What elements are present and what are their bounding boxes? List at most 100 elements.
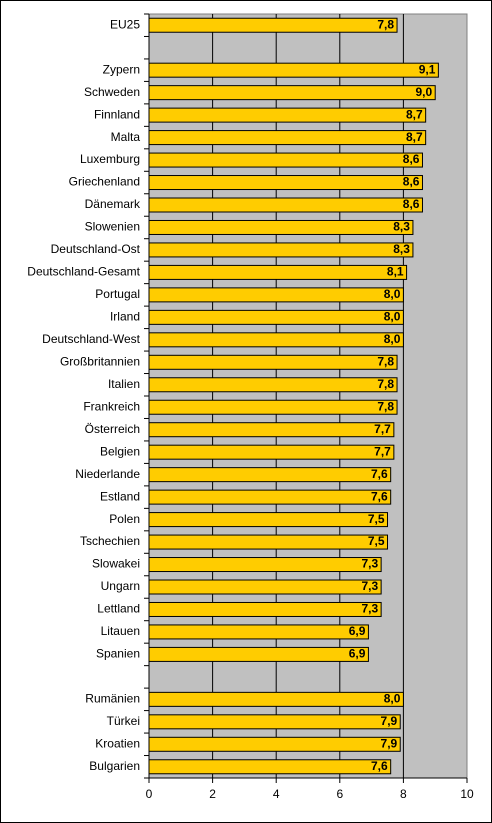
bar bbox=[148, 17, 398, 33]
y-tick-label: Malta bbox=[111, 130, 141, 144]
value-label: 9,1 bbox=[419, 62, 436, 76]
value-label: 7,3 bbox=[361, 579, 378, 593]
bar bbox=[148, 62, 439, 78]
y-tick-label: Schweden bbox=[84, 85, 140, 99]
bar bbox=[148, 691, 404, 707]
value-label: 7,8 bbox=[377, 17, 394, 31]
bar bbox=[148, 219, 414, 235]
value-label: 8,1 bbox=[387, 265, 404, 279]
bar bbox=[148, 512, 388, 528]
y-tick-label: Litauen bbox=[101, 624, 140, 638]
bar bbox=[148, 287, 404, 303]
x-tick-label: 4 bbox=[273, 787, 280, 801]
bar bbox=[148, 467, 392, 483]
value-label: 7,8 bbox=[377, 399, 394, 413]
y-tick-label: Polen bbox=[109, 512, 140, 526]
bar bbox=[148, 152, 423, 168]
bar bbox=[148, 579, 382, 595]
bar bbox=[148, 624, 369, 640]
bar bbox=[148, 377, 398, 393]
bar bbox=[148, 242, 414, 258]
value-label: 7,6 bbox=[371, 759, 388, 773]
y-tick-label: Bulgarien bbox=[89, 759, 140, 773]
bar bbox=[148, 354, 398, 370]
x-tick-label: 2 bbox=[209, 787, 216, 801]
value-label: 7,6 bbox=[371, 489, 388, 503]
value-label: 8,6 bbox=[403, 197, 420, 211]
bar bbox=[148, 489, 392, 505]
y-tick-label: Lettland bbox=[97, 602, 140, 616]
y-tick-label: Zypern bbox=[103, 62, 140, 76]
value-label: 8,3 bbox=[393, 220, 410, 234]
value-label: 6,9 bbox=[349, 624, 366, 638]
x-tick-label: 8 bbox=[400, 787, 407, 801]
bar bbox=[148, 736, 401, 752]
x-tick-label: 10 bbox=[460, 787, 474, 801]
y-tick-label: Deutschland-West bbox=[42, 332, 140, 346]
value-label: 7,8 bbox=[377, 354, 394, 368]
bar bbox=[148, 601, 382, 617]
y-tick-label: Großbritannien bbox=[60, 354, 140, 368]
plot-area bbox=[148, 13, 468, 779]
bar bbox=[148, 714, 401, 730]
y-tick-label: Luxemburg bbox=[80, 152, 140, 166]
value-label: 8,6 bbox=[403, 175, 420, 189]
value-label: 8,7 bbox=[406, 130, 423, 144]
bar bbox=[148, 264, 408, 280]
value-label: 7,7 bbox=[374, 422, 391, 436]
bar bbox=[148, 130, 427, 146]
bar bbox=[148, 557, 382, 573]
bar bbox=[148, 422, 395, 438]
value-label: 7,7 bbox=[374, 444, 391, 458]
y-tick-label: Ungarn bbox=[101, 579, 140, 593]
y-tick-label: Slowakei bbox=[92, 557, 140, 571]
bar bbox=[148, 175, 423, 191]
y-tick-label: Irland bbox=[110, 310, 140, 324]
y-tick-label: Spanien bbox=[96, 647, 140, 661]
y-tick-label: Belgien bbox=[100, 444, 140, 458]
y-tick-label: Finnland bbox=[94, 107, 140, 121]
y-tick-label: EU25 bbox=[110, 17, 140, 31]
bar bbox=[148, 85, 436, 101]
bar bbox=[148, 309, 404, 325]
value-label: 7,9 bbox=[381, 736, 398, 750]
value-label: 6,9 bbox=[349, 647, 366, 661]
bar bbox=[148, 399, 398, 415]
y-tick-label: Deutschland-Gesamt bbox=[27, 265, 140, 279]
value-label: 7,5 bbox=[368, 534, 385, 548]
value-label: 8,0 bbox=[384, 310, 401, 324]
bar bbox=[148, 197, 423, 213]
value-label: 8,3 bbox=[393, 242, 410, 256]
bar bbox=[148, 107, 427, 123]
y-tick-label: Türkei bbox=[107, 714, 140, 728]
y-tick-label: Estland bbox=[100, 489, 140, 503]
value-label: 8,0 bbox=[384, 287, 401, 301]
y-tick-label: Kroatien bbox=[95, 736, 140, 750]
bar bbox=[148, 646, 369, 662]
y-tick-label: Dänemark bbox=[85, 197, 141, 211]
value-label: 8,0 bbox=[384, 692, 401, 706]
value-label: 9,0 bbox=[416, 85, 433, 99]
x-tick-label: 0 bbox=[146, 787, 153, 801]
y-tick-label: Italien bbox=[108, 377, 140, 391]
value-label: 7,9 bbox=[381, 714, 398, 728]
y-tick-label: Niederlande bbox=[75, 467, 140, 481]
bar bbox=[148, 534, 388, 550]
y-tick-label: Portugal bbox=[95, 287, 140, 301]
value-label: 8,0 bbox=[384, 332, 401, 346]
x-tick-label: 6 bbox=[336, 787, 343, 801]
y-tick-label: Tschechien bbox=[80, 534, 140, 548]
value-label: 7,6 bbox=[371, 467, 388, 481]
y-tick-label: Griechenland bbox=[69, 175, 140, 189]
y-tick-label: Frankreich bbox=[83, 399, 140, 413]
bar bbox=[148, 332, 404, 348]
value-label: 7,5 bbox=[368, 512, 385, 526]
y-tick-label: Slowenien bbox=[85, 220, 140, 234]
value-label: 8,7 bbox=[406, 107, 423, 121]
value-label: 7,8 bbox=[377, 377, 394, 391]
bar bbox=[148, 759, 392, 775]
bar bbox=[148, 444, 395, 460]
y-tick-label: Deutschland-Ost bbox=[51, 242, 141, 256]
value-label: 7,3 bbox=[361, 602, 378, 616]
value-label: 7,3 bbox=[361, 557, 378, 571]
